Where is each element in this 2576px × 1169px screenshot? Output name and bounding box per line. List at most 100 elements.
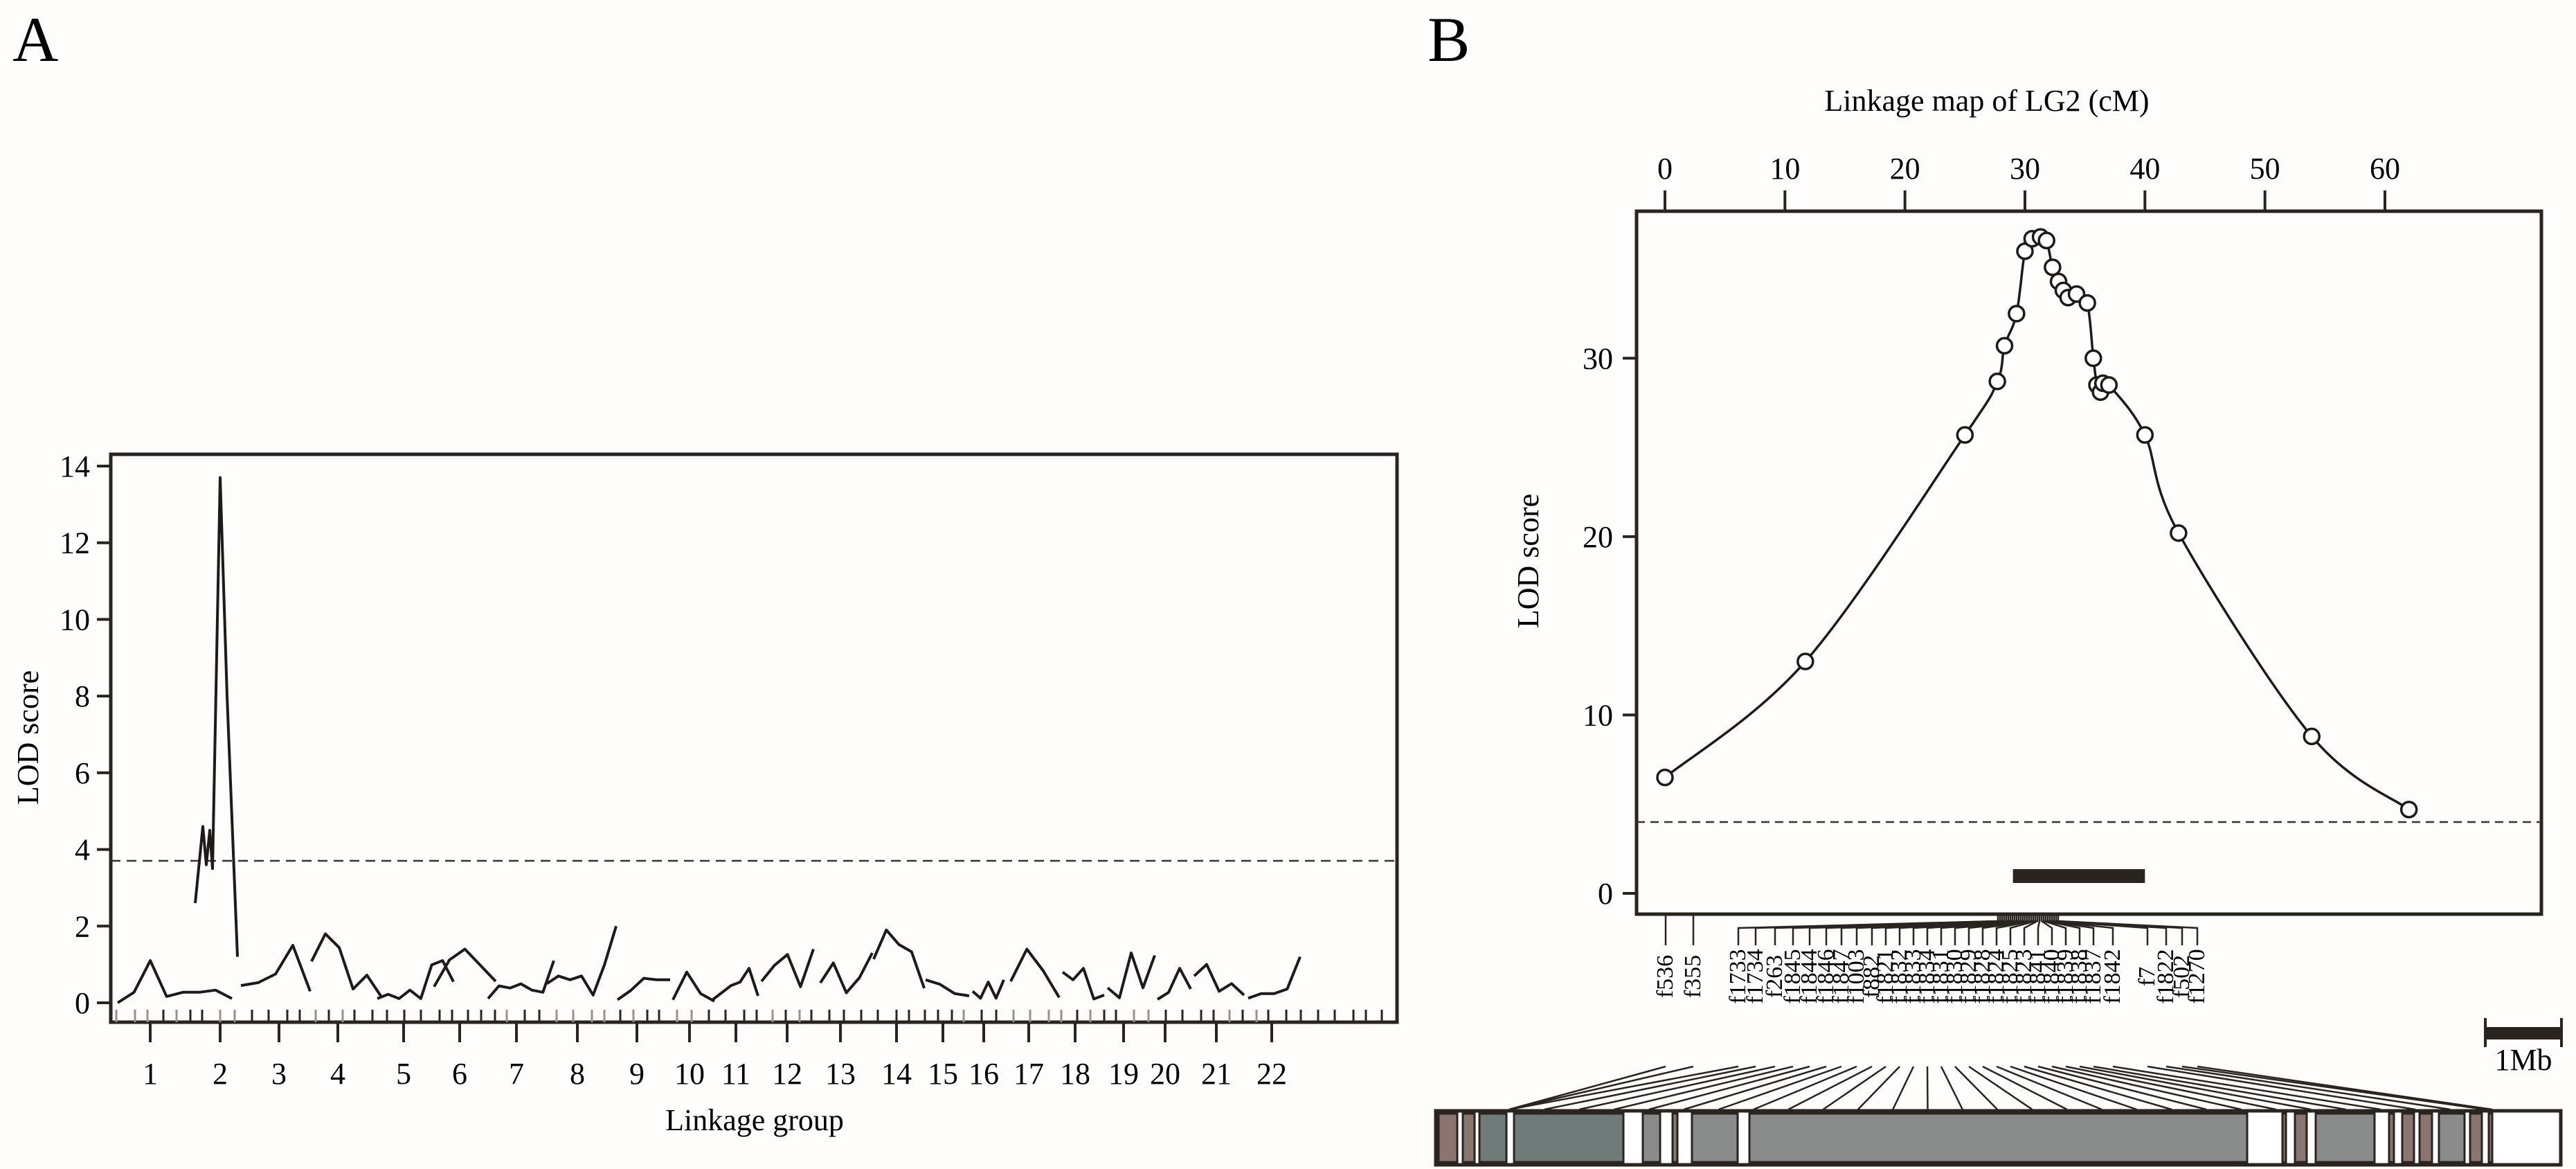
confidence-interval-bar — [2012, 869, 2145, 883]
x-tick-label: 2 — [213, 1057, 228, 1091]
map-segment — [1748, 1112, 2249, 1163]
x-tick-label: 10 — [1769, 152, 1800, 186]
lod-curve-lg12 — [760, 948, 815, 988]
x-tick-label: 19 — [1108, 1057, 1139, 1091]
lod-curve-lg3 — [240, 944, 312, 992]
x-tick-label: 21 — [1201, 1057, 1232, 1091]
marker-label: f1825 — [1997, 949, 2023, 1003]
x-tick-label: 22 — [1257, 1057, 1287, 1091]
panel-letter-a: A — [12, 4, 58, 75]
marker-point — [2399, 801, 2418, 819]
marker-point — [1988, 373, 2006, 391]
y-tick-labels: 0 2 4 6 8 10 12 14 — [60, 449, 90, 1020]
lod-curve-lg1 — [116, 959, 233, 1004]
marker-point — [2100, 376, 2118, 394]
lod-curve-lg21 — [1193, 963, 1245, 997]
marker-label: f1846 — [1813, 949, 1839, 1003]
map-segment — [2294, 1112, 2308, 1163]
lod-curve-lg7 — [487, 960, 555, 1000]
lod-curve-lg4 — [310, 932, 382, 997]
lod-curve-lg9 — [616, 976, 670, 1001]
marker-label: f1830 — [1942, 949, 1967, 1003]
y-tick-label: 4 — [75, 833, 90, 867]
marker-rug — [115, 1010, 1383, 1022]
x-tick-label: 5 — [396, 1057, 411, 1091]
marker-label: f1839 — [2053, 949, 2078, 1003]
top-x-axis — [1664, 190, 2386, 211]
marker-point — [2078, 294, 2096, 312]
lod-curve-lg8 — [546, 925, 618, 997]
marker-label: f7 — [2134, 967, 2160, 986]
marker-connectors — [1508, 914, 2493, 1111]
marker-label: f1831 — [1928, 949, 1954, 1003]
marker-label: f1828 — [1970, 949, 1995, 1003]
top-x-tick-labels: 0 10 20 30 40 50 60 — [1657, 152, 2400, 186]
map-segment — [1513, 1112, 1625, 1163]
map-segment — [1671, 1112, 1679, 1163]
marker-label: f882 — [1859, 955, 1884, 998]
map-segment — [1691, 1112, 1739, 1163]
marker-point — [2044, 258, 2062, 276]
y-tick-label: 6 — [75, 756, 90, 790]
lod-curve-lg15 — [925, 978, 970, 997]
y-tick-label: 10 — [1583, 698, 1613, 732]
marker-point — [1656, 768, 1674, 787]
marker-label: f1270 — [2184, 949, 2210, 1003]
lod-curve-lg18 — [1061, 967, 1105, 1001]
marker-label: f1840 — [2039, 949, 2064, 1003]
map-segment — [1461, 1112, 1476, 1163]
marker-point — [2084, 349, 2102, 368]
map-segment — [1641, 1112, 1661, 1163]
marker-point — [2303, 727, 2321, 746]
lod-curve-lg22 — [1248, 956, 1301, 1000]
lod-curve-lg2 — [194, 476, 239, 957]
marker-label: f1841 — [2025, 949, 2051, 1003]
marker-labels: f536 f355 f1733f1734f263f1845f1844f1846f18… — [1652, 949, 2210, 1003]
x-tick-label: 7 — [509, 1057, 524, 1091]
y-tick-label: 20 — [1583, 520, 1613, 554]
marker-label: f355 — [1680, 955, 1706, 998]
marker-label: f502 — [2169, 955, 2195, 998]
marker-label: f1822 — [2153, 949, 2179, 1003]
lod-curve-lg20 — [1156, 967, 1192, 1001]
map-segment — [2388, 1112, 2395, 1163]
map-segment — [2401, 1112, 2415, 1163]
lod-curve-lg6 — [433, 947, 497, 988]
marker-label: f1829 — [1956, 949, 1981, 1003]
map-segment — [2487, 1112, 2494, 1163]
x-tick-label: 9 — [629, 1057, 645, 1091]
y-tick-label: 2 — [75, 909, 90, 943]
x-tick-label: 8 — [570, 1057, 585, 1091]
x-tick-label: 6 — [452, 1057, 467, 1091]
x-tick-label: 18 — [1060, 1057, 1090, 1091]
y-tick-label: 0 — [1598, 877, 1613, 911]
y-axis — [1623, 357, 1637, 895]
marker-label: f1838 — [2066, 949, 2092, 1003]
physical-map-bar — [1434, 1109, 2563, 1167]
marker-label: f1834 — [1914, 949, 1940, 1003]
y-tick-label: 14 — [60, 449, 90, 483]
map-segment — [1437, 1112, 1459, 1163]
marker-label: f1842 — [2100, 949, 2125, 1003]
lod-curve-lg10 — [672, 970, 715, 1003]
x-axis-title: Linkage group — [665, 1103, 844, 1137]
top-axis-title: Linkage map of LG2 (cM) — [1824, 84, 2149, 118]
x-tick-label: 20 — [1890, 152, 1920, 186]
x-tick-label: 16 — [969, 1057, 999, 1091]
y-axis-title: LOD score — [1511, 494, 1545, 628]
x-tick-label: 11 — [721, 1057, 750, 1091]
lod-curve-lg16 — [971, 979, 1005, 1000]
x-tick-label: 20 — [1150, 1057, 1180, 1091]
map-segment — [2438, 1112, 2466, 1163]
marker-point — [2037, 231, 2055, 250]
plot-frame — [109, 452, 1399, 1024]
marker-label: f1821 — [1873, 949, 1898, 1003]
lod-curve-lg14 — [872, 928, 926, 989]
y-axis-title: LOD score — [11, 670, 45, 805]
marker-label: f1847 — [1828, 949, 1854, 1003]
x-tick-label: 50 — [2250, 152, 2280, 186]
marker-points — [1656, 228, 2418, 819]
y-tick-label: 0 — [75, 986, 90, 1020]
marker-label: f1837 — [2080, 949, 2106, 1003]
